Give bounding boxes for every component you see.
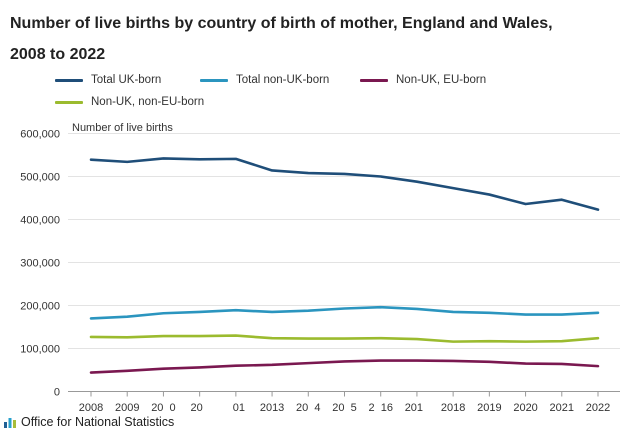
legend-swatch-total-non-uk-born — [200, 78, 228, 82]
x-tick-label: 2009 — [115, 402, 139, 414]
x-tick-label: 20 5 — [332, 402, 356, 414]
series-line-total-non-uk-born — [89, 305, 600, 320]
x-tick-label: 201 — [405, 402, 429, 414]
x-axis-labels: 2008 2009 20 0 20 01 2013 20 4 20 5 2 16 201 201… — [79, 391, 610, 414]
chart-title-line-2: 2008 to 2022 — [10, 46, 106, 63]
series-lines — [89, 157, 600, 374]
x-tick-label: 2022 — [586, 402, 610, 414]
x-tick-label: 20 — [190, 402, 208, 414]
y-tick-label: 100,000 — [20, 344, 60, 356]
gridlines — [68, 133, 620, 392]
x-tick-label: 2019 — [477, 402, 501, 414]
ons-logo-icon — [3, 415, 17, 429]
legend-swatch-non-uk-eu-born — [360, 78, 388, 82]
x-tick-label: 2 16 — [368, 402, 392, 414]
legend-swatch-non-uk-non-eu-born — [55, 100, 83, 104]
x-tick-label: 2013 — [260, 402, 284, 414]
series-line-non-uk-non-eu-born — [89, 334, 600, 343]
x-tick-label: 20 4 — [296, 402, 320, 414]
legend-label-total-non-uk-born: Total non-UK-born — [236, 74, 330, 86]
x-tick-label: 2020 — [513, 402, 537, 414]
legend-item-total-non-uk-born: Total non-UK-born — [200, 74, 329, 86]
y-tick-label: 600,000 — [20, 129, 60, 141]
y-tick-label: 400,000 — [20, 215, 60, 227]
series-line-total-uk-born — [89, 157, 600, 211]
series-line-non-uk-eu-born — [89, 359, 600, 374]
x-tick-label: 2008 — [79, 402, 103, 414]
y-tick-label: 500,000 — [20, 172, 60, 184]
legend-item-non-uk-non-eu-born: Non-UK, non-EU-born — [55, 96, 204, 108]
x-tick-label: 01 — [227, 402, 245, 414]
y-tick-label: 0 — [54, 387, 60, 399]
legend-item-non-uk-eu-born: Non-UK, EU-born — [360, 74, 486, 86]
y-axis-title: Number of live births — [72, 122, 173, 134]
source-footer: Office for National Statistics — [0, 411, 634, 433]
legend-label-total-uk-born: Total UK-born — [91, 74, 162, 86]
legend-swatch-total-uk-born — [55, 78, 83, 82]
legend-label-non-uk-eu-born: Non-UK, EU-born — [396, 74, 487, 86]
legend-label-non-uk-non-eu-born: Non-UK, non-EU-born — [91, 96, 205, 108]
chart-title: Number of live births by country of birt… — [10, 8, 610, 70]
x-tick-label: 2021 — [550, 402, 574, 414]
x-tick-label: 2018 — [441, 402, 465, 414]
legend-item-total-uk-born: Total UK-born — [55, 74, 161, 86]
y-tick-label: 300,000 — [20, 258, 60, 270]
y-tick-label: 200,000 — [20, 301, 60, 313]
chart-title-line-1: Number of live births by country of birt… — [10, 15, 553, 32]
x-tick-label: 20 0 — [151, 402, 175, 414]
source-text: Office for National Statistics — [21, 415, 175, 429]
y-axis-labels: 0 100,000 200,000 300,000 400,000 500,000 600,… — [20, 129, 60, 399]
